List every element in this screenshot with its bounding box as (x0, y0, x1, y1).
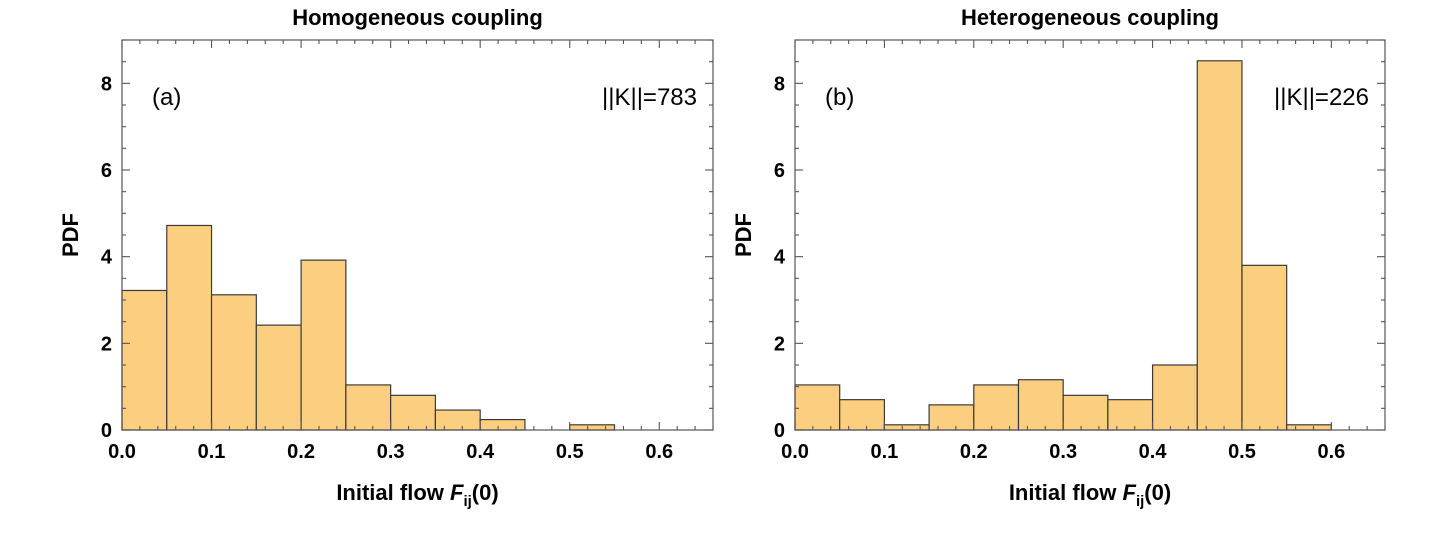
histogram-bar (1241, 264, 1288, 431)
y-tick-label: 6 (101, 160, 112, 182)
y-tick-label: 4 (101, 247, 113, 269)
histogram-bar (1107, 399, 1154, 431)
y-tick-label: 8 (101, 73, 112, 95)
y-tick-label: 2 (774, 333, 785, 355)
x-tick-label: 0.5 (1228, 441, 1256, 463)
y-tick-label: 2 (101, 333, 112, 355)
histogram-bar (345, 384, 392, 431)
norm-annotation: ||K||=226 (1274, 84, 1369, 111)
x-axis-label: Initial flow Fij(0) (336, 480, 498, 510)
histogram-bar (569, 424, 616, 431)
histogram-bar (973, 384, 1020, 431)
y-tick-label: 6 (774, 160, 785, 182)
x-axis-label: Initial flow Fij(0) (1009, 480, 1171, 510)
histogram-bar (794, 384, 841, 431)
x-tick-label: 0.1 (198, 441, 226, 463)
y-tick-label: 0 (101, 420, 112, 442)
histogram-bar (210, 294, 257, 431)
y-tick-label: 4 (774, 247, 786, 269)
x-tick-label: 0.3 (377, 441, 405, 463)
x-tick-label: 0.5 (556, 441, 584, 463)
x-tick-label: 0.0 (781, 441, 809, 463)
chart-title: Homogeneous coupling (292, 5, 543, 30)
histogram-bar (434, 409, 481, 431)
histogram-bar (1196, 60, 1243, 431)
panel-homogeneous: 0.0 0.1 0.2 0.3 0.4 0.5 0.6 0 2 4 6 8 Homogeneous co… (58, 5, 714, 510)
x-tick-label: 0.2 (287, 441, 315, 463)
histogram-bar (928, 404, 975, 431)
norm-annotation: ||K||=783 (602, 84, 697, 111)
y-axis-label: PDF (731, 213, 756, 257)
panel-heterogeneous: 0.0 0.1 0.2 0.3 0.4 0.5 0.6 0 2 4 6 8 Heterogeneous … (731, 5, 1386, 510)
histogram-bar (1017, 379, 1064, 431)
x-tick-label: 0.3 (1049, 441, 1077, 463)
x-tick-label: 0.4 (1139, 441, 1168, 463)
histogram-bar (121, 289, 168, 431)
histogram-bar (479, 419, 526, 431)
histogram-bar (255, 324, 302, 431)
panel-label: (a) (152, 84, 181, 111)
chart-title: Heterogeneous coupling (961, 5, 1219, 30)
y-axis-label: PDF (58, 213, 83, 257)
y-tick-label: 8 (774, 73, 785, 95)
histogram-bar (166, 224, 213, 431)
y-tick-label: 0 (774, 420, 785, 442)
histogram-bar (1286, 424, 1332, 431)
x-tick-label: 0.2 (960, 441, 988, 463)
histogram-bar (839, 399, 885, 431)
x-tick-label: 0.6 (645, 441, 673, 463)
x-tick-label: 0.6 (1317, 441, 1345, 463)
histogram-bar (390, 394, 437, 431)
histogram-bar (1151, 364, 1198, 431)
panel-label: (b) (825, 84, 854, 111)
x-tick-label: 0.4 (466, 441, 495, 463)
x-tick-label: 0.1 (870, 441, 898, 463)
histogram-bar (883, 424, 930, 431)
histogram-bar (300, 259, 347, 431)
histogram-bar (1062, 394, 1109, 431)
x-tick-label: 0.0 (108, 441, 136, 463)
